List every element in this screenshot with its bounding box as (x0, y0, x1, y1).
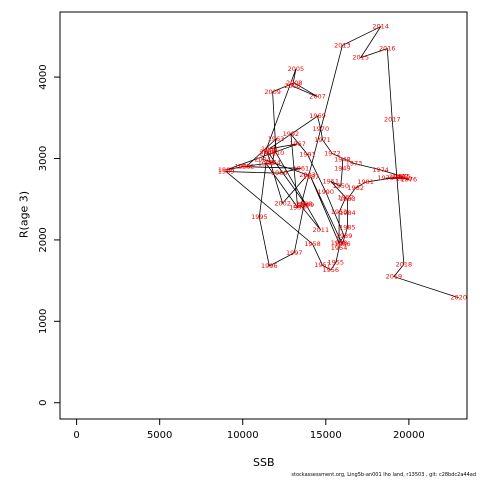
year-label-1959: 1959 (218, 168, 235, 176)
year-label-1958: 1958 (304, 240, 321, 248)
plot-frame (59, 11, 468, 420)
year-label-1979: 1979 (396, 175, 413, 183)
year-label-1974: 1974 (372, 166, 389, 174)
trajectory-line (224, 25, 459, 299)
year-label-1987: 1987 (303, 173, 320, 181)
year-label-1949: 1949 (334, 164, 351, 172)
x-tick-label: 0 (73, 430, 79, 441)
year-label-1986: 1986 (334, 240, 351, 248)
year-label-1996: 1996 (261, 262, 278, 270)
year-label-1955: 1955 (327, 259, 344, 267)
year-label-1969: 1969 (309, 112, 326, 120)
year-label-2014: 2014 (372, 23, 389, 31)
year-label-1991: 1991 (299, 150, 316, 158)
year-label-1962: 1962 (238, 163, 255, 171)
year-label-1956: 1956 (323, 266, 340, 274)
year-label-1951: 1951 (323, 177, 340, 185)
year-label-1981: 1981 (357, 178, 374, 186)
year-label-2004: 2004 (254, 155, 271, 163)
year-label-1965: 1965 (234, 163, 251, 171)
footer-note: stockassessment.org, Ling5b-an001 lho la… (291, 472, 476, 478)
year-label-1993: 1993 (289, 203, 306, 211)
x-tick-label: 15000 (310, 430, 342, 441)
year-label-2001: 2001 (259, 150, 276, 158)
year-label-2020: 2020 (450, 294, 467, 302)
year-label-1948: 1948 (334, 155, 351, 163)
year-label-2003: 2003 (299, 171, 316, 179)
year-label-1998: 1998 (296, 200, 313, 208)
year-label-2011: 2011 (313, 226, 330, 234)
year-label-2018: 2018 (396, 260, 413, 268)
year-label-1950: 1950 (332, 182, 349, 190)
year-label-1977: 1977 (392, 173, 409, 181)
year-label-2006: 2006 (284, 82, 301, 90)
y-tick-label: 4000 (38, 64, 49, 89)
year-label-1967: 1967 (289, 140, 306, 148)
year-label-1968: 1968 (261, 145, 278, 153)
year-label-2000: 2000 (259, 148, 276, 156)
year-label-2012: 2012 (293, 202, 310, 210)
year-label-1985: 1985 (339, 224, 356, 232)
x-tick-label: 5000 (147, 430, 172, 441)
year-label-1980: 1980 (389, 173, 406, 181)
year-label-1961: 1961 (293, 164, 310, 172)
year-label-2015: 2015 (352, 54, 369, 62)
year-label-2009: 2009 (264, 88, 281, 96)
year-label-1999: 1999 (298, 201, 315, 209)
year-label-1971: 1971 (314, 136, 331, 144)
year-label-1963: 1963 (268, 135, 285, 143)
year-label-1983: 1983 (339, 195, 356, 203)
year-label-2008: 2008 (286, 79, 303, 87)
x-tick-label: 10000 (227, 430, 259, 441)
axes: 0 5000 10000 15000 20000 0 1000 2000 3000 4000 (38, 64, 425, 441)
year-label-1995: 1995 (251, 213, 268, 221)
year-label-1997: 1997 (286, 249, 303, 257)
year-label-1970: 1970 (313, 125, 330, 133)
year-label-2002: 2002 (274, 199, 291, 207)
y-axis-title: R(age 3) (17, 190, 31, 239)
year-label-1975: 1975 (394, 172, 411, 180)
year-label-1952: 1952 (337, 194, 354, 202)
year-label-1954: 1954 (331, 244, 348, 252)
year-label-1972: 1972 (324, 150, 341, 158)
year-label-1984: 1984 (339, 209, 356, 217)
y-tick-label: 2000 (38, 227, 49, 252)
y-tick-label: 1000 (38, 309, 49, 334)
year-label-1992: 1992 (283, 130, 300, 138)
year-label-1973: 1973 (346, 159, 363, 167)
year-label-2019: 2019 (386, 273, 403, 281)
year-label-1957: 1957 (314, 261, 331, 269)
year-label-1989: 1989 (336, 232, 353, 240)
year-label-1990: 1990 (318, 188, 335, 196)
year-label-1988: 1988 (331, 239, 348, 247)
y-tick-label: 0 (38, 400, 49, 406)
year-label-1994: 1994 (258, 159, 275, 167)
year-label-1953: 1953 (331, 208, 348, 216)
year-label-1982: 1982 (347, 184, 364, 192)
year-label-2016: 2016 (379, 45, 396, 53)
x-axis-title: SSB (253, 456, 275, 469)
year-label-2013: 2013 (334, 41, 351, 49)
year-label-1978: 1978 (377, 174, 394, 182)
year-label-1976: 1976 (401, 176, 418, 184)
year-label-2010: 2010 (268, 149, 285, 157)
year-label-1966: 1966 (218, 166, 235, 174)
x-tick-label: 20000 (393, 430, 425, 441)
year-label-2005: 2005 (288, 65, 305, 73)
year-label-1960: 1960 (271, 169, 288, 177)
y-tick-label: 3000 (38, 146, 49, 171)
year-label-1964: 1964 (264, 159, 281, 167)
year-label-2017: 2017 (384, 115, 401, 123)
year-label-2007: 2007 (309, 93, 326, 101)
